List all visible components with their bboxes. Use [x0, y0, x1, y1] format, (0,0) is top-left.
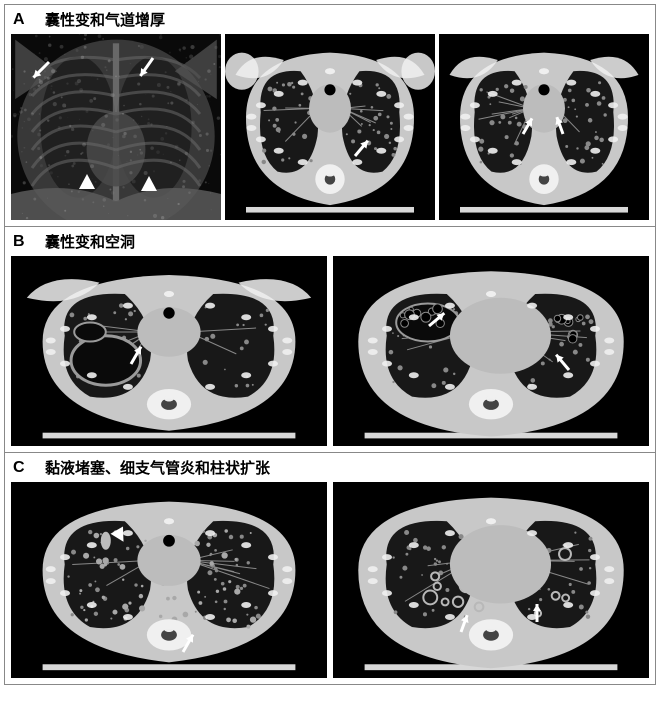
panel-a-image-2: [225, 34, 435, 220]
panel-c-image-1: [11, 482, 327, 678]
panel-c-images: [5, 480, 655, 684]
panel-a-title: 囊性变和气道增厚: [45, 9, 165, 30]
panel-c-header: C 黏液堵塞、细支气管炎和柱状扩张: [5, 453, 655, 480]
panel-a-letter: A: [13, 11, 27, 29]
panel-a-header: A 囊性变和气道增厚: [5, 5, 655, 32]
panel-a: A 囊性变和气道增厚: [5, 5, 655, 227]
panel-c-title: 黏液堵塞、细支气管炎和柱状扩张: [45, 457, 270, 478]
panel-a-images: [5, 32, 655, 226]
panel-b-image-2: [333, 256, 649, 446]
panel-b-image-1: [11, 256, 327, 446]
panel-b-title: 囊性变和空洞: [45, 231, 135, 252]
panel-b: B 囊性变和空洞: [5, 227, 655, 453]
panel-a-image-1: [11, 34, 221, 220]
panel-b-header: B 囊性变和空洞: [5, 227, 655, 254]
panel-c-image-2: [333, 482, 649, 678]
panel-a-image-3: [439, 34, 649, 220]
panel-c: C 黏液堵塞、细支气管炎和柱状扩张: [5, 453, 655, 684]
panel-b-letter: B: [13, 233, 27, 251]
panel-b-images: [5, 254, 655, 452]
figure-container: A 囊性变和气道增厚: [4, 4, 656, 685]
panel-c-letter: C: [13, 459, 27, 477]
